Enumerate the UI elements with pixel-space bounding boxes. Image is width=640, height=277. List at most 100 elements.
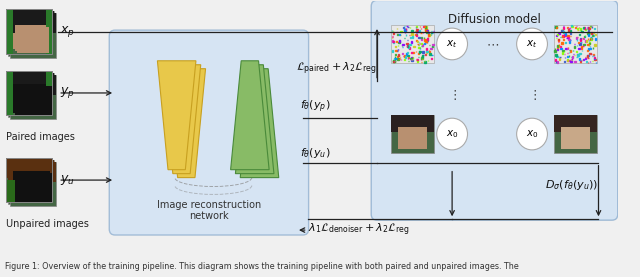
FancyBboxPatch shape xyxy=(6,9,52,54)
Bar xyxy=(416,27,417,28)
Bar xyxy=(421,38,422,40)
FancyBboxPatch shape xyxy=(371,0,618,220)
Bar xyxy=(588,34,589,36)
Bar xyxy=(588,32,589,34)
Bar xyxy=(585,58,586,59)
FancyBboxPatch shape xyxy=(10,13,56,58)
Bar xyxy=(588,48,589,50)
Bar xyxy=(554,50,556,52)
Text: $f_\theta(y_p)$: $f_\theta(y_p)$ xyxy=(300,99,330,115)
FancyBboxPatch shape xyxy=(554,115,596,153)
Bar xyxy=(562,50,564,51)
Bar xyxy=(417,59,418,60)
Bar xyxy=(426,48,427,50)
Bar xyxy=(574,61,575,62)
Bar xyxy=(589,46,590,47)
Bar xyxy=(562,36,563,37)
Bar xyxy=(421,37,422,38)
Bar xyxy=(421,58,422,59)
Bar xyxy=(396,41,397,42)
Text: Paired images: Paired images xyxy=(6,132,75,142)
Bar xyxy=(415,34,417,35)
Bar xyxy=(416,40,417,41)
Bar xyxy=(417,29,418,30)
Bar xyxy=(392,36,394,37)
Bar xyxy=(392,31,393,32)
Bar xyxy=(564,34,566,36)
Bar xyxy=(424,61,426,63)
FancyBboxPatch shape xyxy=(6,9,13,54)
Polygon shape xyxy=(230,61,269,170)
Bar xyxy=(577,54,579,55)
FancyBboxPatch shape xyxy=(554,25,596,63)
Bar xyxy=(588,34,589,35)
Bar xyxy=(587,55,589,57)
Bar xyxy=(571,25,572,26)
Polygon shape xyxy=(157,61,196,170)
Bar xyxy=(399,40,400,42)
Bar xyxy=(581,46,582,47)
Text: $\lambda_1\mathcal{L}_{\mathrm{denoiser}} + \lambda_2\mathcal{L}_{\mathrm{reg}}$: $\lambda_1\mathcal{L}_{\mathrm{denoiser}… xyxy=(308,222,409,238)
Bar xyxy=(393,61,394,62)
Bar xyxy=(397,34,398,35)
Bar xyxy=(412,57,413,58)
FancyBboxPatch shape xyxy=(10,162,56,182)
Bar xyxy=(595,34,596,35)
Bar xyxy=(581,31,582,32)
Bar xyxy=(587,50,588,52)
Bar xyxy=(431,32,432,33)
Bar xyxy=(585,29,586,30)
Bar xyxy=(410,37,411,38)
FancyBboxPatch shape xyxy=(8,73,54,117)
Bar xyxy=(409,47,410,48)
Bar xyxy=(577,42,579,43)
Bar xyxy=(579,34,580,35)
Bar xyxy=(570,61,572,63)
FancyBboxPatch shape xyxy=(6,158,52,178)
Bar xyxy=(403,44,404,45)
FancyBboxPatch shape xyxy=(398,127,428,149)
Bar xyxy=(572,26,573,27)
Bar xyxy=(424,26,426,28)
Bar xyxy=(409,44,411,45)
Bar xyxy=(408,55,409,56)
Bar xyxy=(568,29,569,30)
FancyBboxPatch shape xyxy=(392,115,434,153)
FancyBboxPatch shape xyxy=(392,25,434,63)
Bar xyxy=(415,26,417,27)
Bar xyxy=(397,58,399,60)
Bar xyxy=(413,46,415,47)
Bar xyxy=(563,31,564,33)
FancyBboxPatch shape xyxy=(11,169,48,198)
Bar xyxy=(561,30,563,31)
Bar xyxy=(577,55,579,56)
Bar xyxy=(594,57,595,58)
Bar xyxy=(393,60,395,61)
Bar xyxy=(562,35,564,37)
Text: $y_p$: $y_p$ xyxy=(60,86,75,101)
Bar xyxy=(584,40,586,42)
Bar xyxy=(417,31,419,32)
FancyBboxPatch shape xyxy=(8,160,54,204)
Bar xyxy=(419,47,420,48)
FancyBboxPatch shape xyxy=(561,127,590,149)
Bar xyxy=(595,44,596,46)
Bar xyxy=(394,60,395,62)
Bar xyxy=(580,28,581,30)
Bar xyxy=(564,53,565,54)
FancyBboxPatch shape xyxy=(15,173,52,202)
Bar xyxy=(413,52,414,53)
Polygon shape xyxy=(162,65,201,174)
Bar xyxy=(561,48,562,49)
Bar xyxy=(569,41,570,42)
Text: $\mathcal{L}_{\mathrm{paired}} + \lambda_2\mathcal{L}_{\mathrm{reg}}$: $\mathcal{L}_{\mathrm{paired}} + \lambda… xyxy=(296,60,376,77)
Bar xyxy=(397,56,398,57)
Bar xyxy=(559,57,561,58)
Bar xyxy=(593,35,594,36)
Bar xyxy=(568,60,570,61)
FancyBboxPatch shape xyxy=(554,115,596,132)
FancyBboxPatch shape xyxy=(8,160,54,180)
Bar xyxy=(567,27,568,28)
Bar xyxy=(429,53,431,55)
Bar xyxy=(579,53,581,54)
